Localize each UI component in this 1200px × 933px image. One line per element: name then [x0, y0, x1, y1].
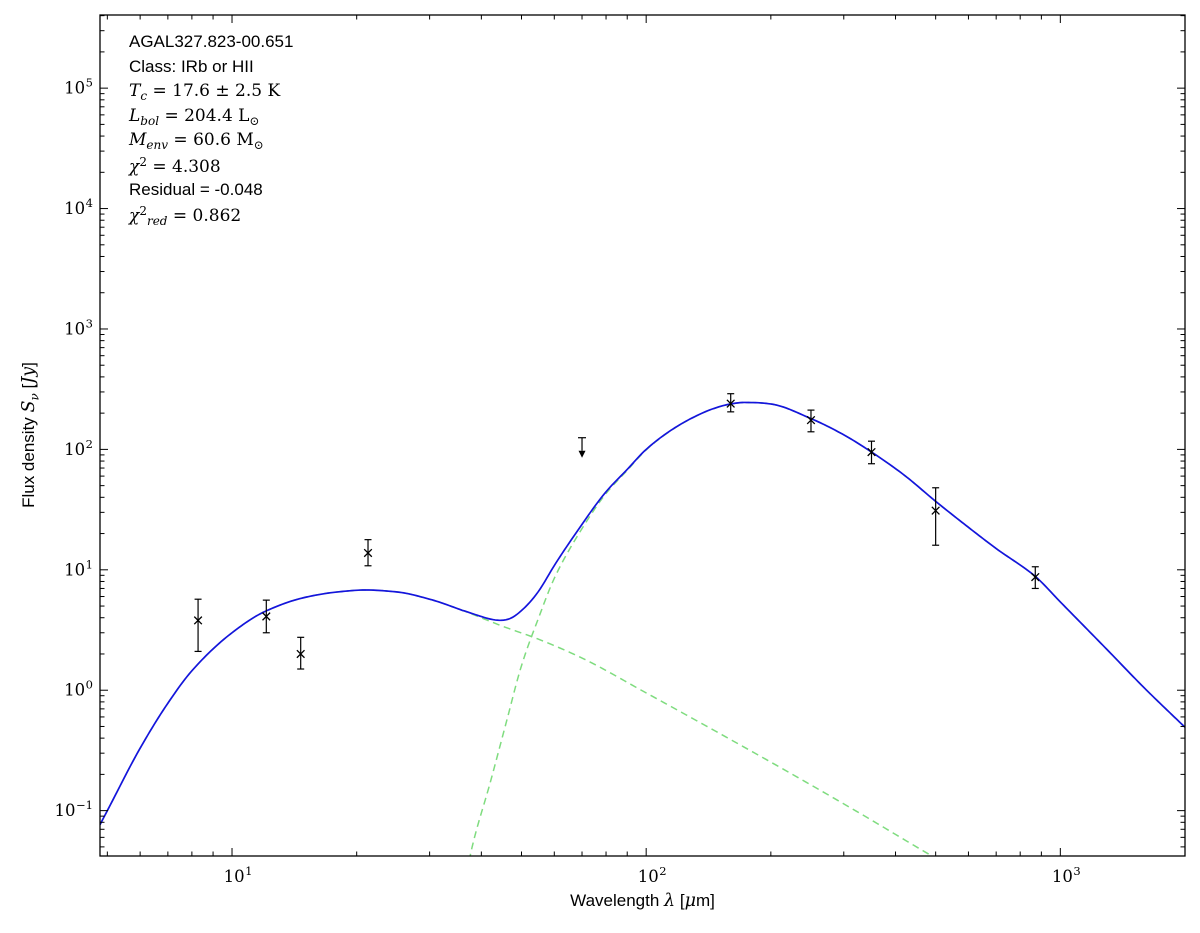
annotation-segment: = 60.6 M — [168, 130, 254, 151]
annotation-line-envelope-mass: Menv = 60.6 M⊙ — [129, 130, 293, 155]
data-points — [193, 393, 1040, 670]
y-tick-label: 104 — [64, 196, 93, 218]
annotation-segment: AGAL327.823-00.651 — [129, 32, 294, 51]
annotation-segment: bol — [140, 113, 160, 128]
annotation-line-luminosity: Lbol = 204.4 L⊙ — [129, 106, 293, 131]
annotation-line-source-name: AGAL327.823-00.651 — [129, 32, 293, 57]
annotation-line-class: Class: IRb or HII — [129, 57, 293, 82]
x-axis-label: Wavelength λ [μm] — [570, 891, 715, 911]
annotation-line-temperature: Tc = 17.6 ± 2.5 K — [129, 81, 293, 106]
annotation-segment: Residual = -0.048 — [129, 179, 263, 199]
annotation-segment: ⊙ — [249, 113, 260, 128]
annotation-segment: = 4.308 — [146, 156, 221, 177]
y-axis-label: Flux density Sν [Jy] — [19, 362, 42, 508]
y-tick-label: 100 — [64, 678, 93, 700]
annotation-segment: = 0.862 — [167, 206, 242, 227]
axis-ticks — [100, 15, 1185, 856]
data-point — [806, 409, 816, 433]
annotation-segment: 2 — [139, 204, 147, 219]
annotation-segment: Class: IRb or HII — [129, 56, 254, 76]
annotation-segment: 2 — [139, 154, 147, 169]
annotation-segment: = 204.4 L — [159, 105, 250, 126]
data-point — [867, 440, 876, 465]
fit-parameters-annotation: AGAL327.823-00.651 Class: IRb or HII Tc = … — [129, 32, 293, 229]
data-point — [296, 636, 305, 670]
y-tick-label: 105 — [64, 76, 93, 98]
annotation-segment: red — [146, 214, 168, 229]
upper-limit-point — [578, 437, 587, 458]
annotation-segment: env — [146, 138, 169, 153]
data-point — [1031, 566, 1040, 590]
annotation-segment: L — [129, 105, 141, 126]
cold-component-curve — [469, 401, 1185, 856]
annotation-segment: χ — [129, 206, 140, 227]
data-point — [193, 598, 203, 653]
annotation-segment: c — [140, 89, 148, 104]
total-model-curve — [100, 401, 1185, 826]
annotation-segment: M — [129, 130, 147, 151]
y-tick-label: 101 — [64, 557, 93, 579]
plot-frame — [99, 14, 1186, 857]
data-point — [931, 487, 940, 546]
x-tick-label: 103 — [1052, 864, 1081, 886]
data-point — [262, 599, 271, 634]
y-tick-label: 102 — [64, 437, 93, 459]
data-point — [726, 393, 735, 413]
annotation-line-residual: Residual = -0.048 — [129, 180, 293, 205]
annotation-segment: χ — [129, 156, 140, 177]
data-point — [363, 539, 373, 567]
y-tick-label: 103 — [64, 316, 93, 338]
annotation-line-chi-squared: χ2 = 4.308 — [129, 155, 293, 180]
x-tick-label: 101 — [224, 864, 253, 886]
annotation-line-chi-squared-reduced: χ2red = 0.862 — [129, 204, 293, 229]
annotation-segment: = 17.6 ± 2.5 K — [147, 81, 281, 102]
y-tick-label: 10−1 — [55, 798, 93, 820]
annotation-segment: T — [129, 81, 141, 102]
x-tick-label: 102 — [638, 864, 667, 886]
annotation-segment: ⊙ — [253, 138, 264, 153]
